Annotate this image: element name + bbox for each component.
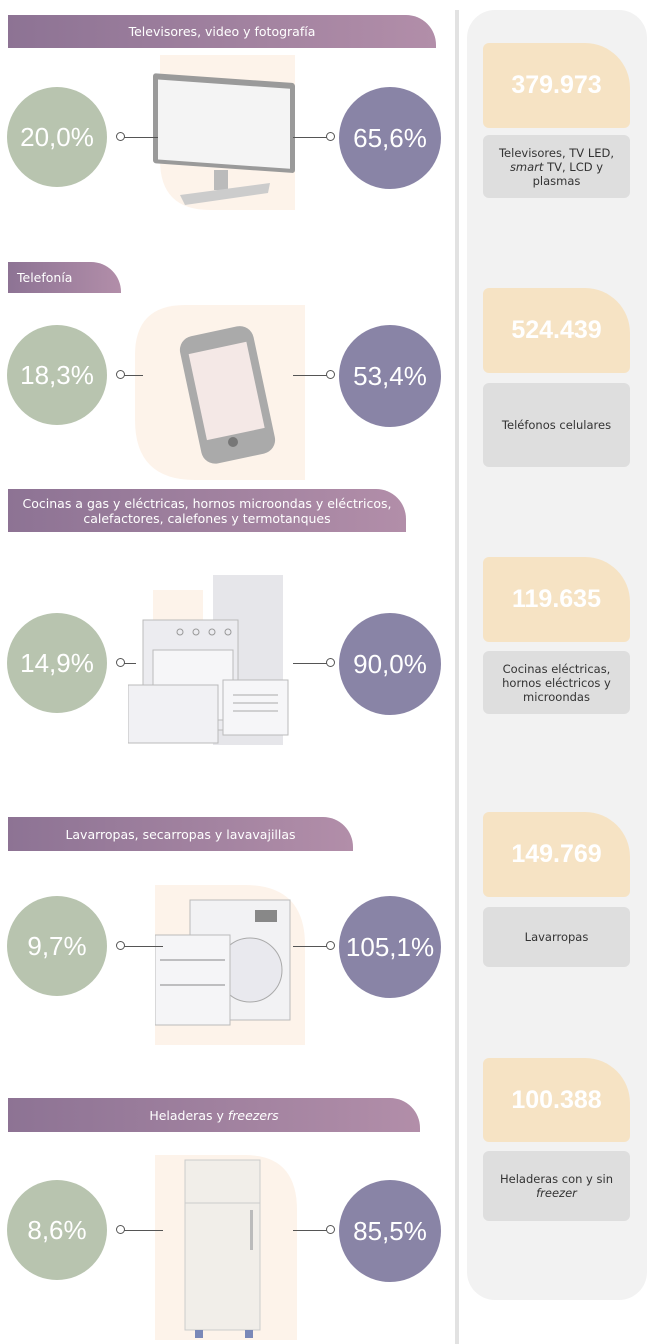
left-value: 14,9% <box>7 613 107 713</box>
description-segment: Teléfonos celulares <box>502 418 611 432</box>
header-text: Heladeras y freezers <box>149 1108 278 1123</box>
appliance-icon <box>155 1155 297 1340</box>
description-text: Heladeras con y sin freezer <box>495 1172 618 1200</box>
left-value: 18,3% <box>7 325 107 425</box>
connector <box>124 663 136 664</box>
left-value: 9,7% <box>7 896 107 996</box>
appliance-icon <box>155 885 305 1045</box>
header-segment: Televisores, video y fotografía <box>129 24 316 39</box>
connector <box>124 1230 163 1231</box>
description-segment: smart <box>510 160 543 174</box>
right-value: 65,6% <box>339 87 441 189</box>
header-text: Televisores, video y fotografía <box>129 24 316 39</box>
divider <box>455 10 459 1344</box>
connector-dot <box>116 941 125 950</box>
description-segment: freezer <box>536 1186 577 1200</box>
header-segment: Cocinas a gas y eléctricas, hornos micro… <box>23 496 396 526</box>
connector-dot <box>116 370 125 379</box>
header-segment: Telefonía <box>17 270 72 285</box>
connector-dot <box>326 941 335 950</box>
header-text: Cocinas a gas y eléctricas, hornos micro… <box>18 496 396 526</box>
description-box: Teléfonos celulares <box>483 383 630 467</box>
description-box: Televisores, TV LED, smart TV, LCD y pla… <box>483 135 630 198</box>
description-box: Heladeras con y sin freezer <box>483 1151 630 1221</box>
left-value: 8,6% <box>7 1180 107 1280</box>
left-value: 20,0% <box>7 87 107 187</box>
connector <box>293 375 329 376</box>
header-segment: Lavarropas, secarropas y lavavajillas <box>65 827 295 842</box>
header-segment: freezers <box>228 1108 279 1123</box>
number-box: 119.635 <box>483 557 630 642</box>
connector-dot <box>116 1225 125 1234</box>
right-value: 85,5% <box>339 1180 441 1282</box>
description-segment: TV, LCD y plasmas <box>533 160 607 188</box>
description-box: Cocinas eléctricas, hornos eléctricos y … <box>483 651 630 714</box>
description-text: Lavarropas <box>525 930 589 944</box>
page: {"sections": [ {"header": [{"text": "Tel… <box>0 0 659 1344</box>
connector-dot <box>116 132 125 141</box>
description-segment: Lavarropas <box>525 930 589 944</box>
connector <box>124 946 163 947</box>
number-box: 100.388 <box>483 1058 630 1142</box>
appliance-icon <box>150 55 295 210</box>
connector <box>124 375 143 376</box>
connector <box>293 946 329 947</box>
header-text: Lavarropas, secarropas y lavavajillas <box>65 827 295 842</box>
number-box: 524.439 <box>483 288 630 373</box>
connector-dot <box>116 658 125 667</box>
section-header: Heladeras y freezers <box>8 1098 420 1132</box>
description-text: Televisores, TV LED, smart TV, LCD y pla… <box>495 146 618 188</box>
right-value: 105,1% <box>339 896 441 998</box>
connector-dot <box>326 658 335 667</box>
description-box: Lavarropas <box>483 907 630 967</box>
connector <box>124 137 158 138</box>
section-header: Televisores, video y fotografía <box>8 15 436 48</box>
appliance-icon <box>135 305 305 480</box>
connector-dot <box>326 370 335 379</box>
description-text: Teléfonos celulares <box>502 418 611 432</box>
header-segment: Heladeras y <box>149 1108 224 1123</box>
connector <box>293 137 329 138</box>
number-box: 379.973 <box>483 43 630 128</box>
description-text: Cocinas eléctricas, hornos eléctricos y … <box>495 662 618 704</box>
section-header: Lavarropas, secarropas y lavavajillas <box>8 817 353 851</box>
section-header: Telefonía <box>8 262 121 293</box>
right-value: 53,4% <box>339 325 441 427</box>
description-segment: Televisores, TV LED, <box>499 146 614 160</box>
header-text: Telefonía <box>17 270 72 285</box>
number-box: 149.769 <box>483 812 630 897</box>
connector <box>293 1230 329 1231</box>
description-segment: Heladeras con y sin <box>500 1172 613 1186</box>
section-header: Cocinas a gas y eléctricas, hornos micro… <box>8 489 406 532</box>
description-segment: Cocinas eléctricas, hornos eléctricos y … <box>502 662 614 704</box>
right-value: 90,0% <box>339 613 441 715</box>
appliance-icon <box>128 575 298 765</box>
connector-dot <box>326 1225 335 1234</box>
connector <box>293 663 329 664</box>
connector-dot <box>326 132 335 141</box>
